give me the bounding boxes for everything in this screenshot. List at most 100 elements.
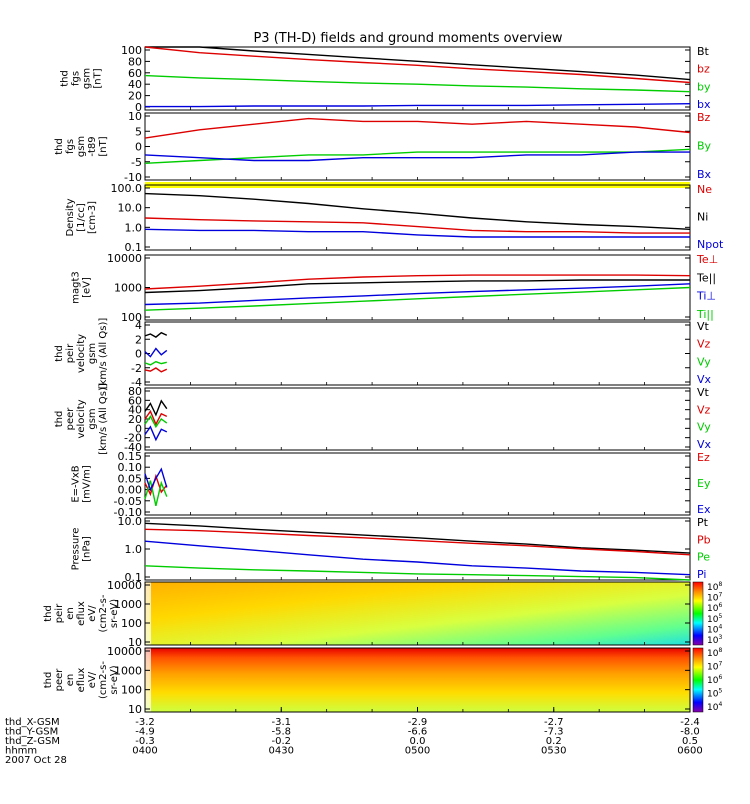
legend-entry: Pt (697, 516, 709, 529)
x-row-label: thd_Z-GSM (5, 736, 60, 747)
legend-entry: Vt (697, 320, 710, 333)
y-tick-label: 0.15 (118, 450, 143, 463)
x-tick-label: -3.2 (135, 717, 155, 728)
spectrogram-peer_en_eflux (145, 648, 690, 712)
series-line-Vt (144, 399, 168, 417)
y-tick-label: -2 (131, 362, 142, 375)
series-line-Ey (144, 480, 168, 506)
colorbar-tick: 106 (707, 674, 722, 686)
legend-entry: Vz (697, 338, 711, 351)
series-line-Pb (144, 528, 691, 556)
x-tick-label: -6.6 (408, 727, 428, 738)
x-tick-label: -4.9 (135, 727, 155, 738)
panel-frame (144, 321, 691, 386)
y-tick-label: 1.0 (125, 221, 143, 234)
y-tick-label: 0 (135, 101, 142, 114)
series-line-By (144, 148, 691, 164)
legend-entry: Pe (697, 551, 710, 564)
series-line-Pt (144, 522, 691, 554)
legend-entry: Npot (697, 238, 724, 251)
legend-entry: Vx (697, 373, 712, 386)
y-tick-label: -40 (124, 441, 142, 454)
x-tick-label: 0.2 (546, 736, 562, 747)
y-tick-label: 10000 (107, 579, 142, 592)
legend-entry: bx (697, 98, 711, 111)
series-line-Vz (144, 409, 168, 426)
y-tick-label: 10000 (107, 645, 142, 658)
legend-entry: Ey (697, 477, 711, 490)
panel-frame (144, 387, 691, 451)
series-line-Bt (145, 46, 691, 81)
y-tick-label: -0.05 (114, 495, 142, 508)
series-line-Npot (144, 228, 690, 238)
x-tick-label: -0.2 (271, 736, 291, 747)
spectrogram-peir_en_eflux (145, 582, 690, 645)
colorbar-tick: 108 (707, 581, 722, 593)
y-tick-label: -10 (124, 171, 142, 184)
legend-entry: Ne (697, 183, 712, 196)
y-tick-label: 100 (121, 44, 142, 57)
y-tick-label: 100.0 (111, 182, 143, 195)
y-tick-label: 10 (128, 636, 142, 649)
y-axis-label: thdpeervelocitygsm[km/s (All Qs)] (54, 383, 109, 455)
x-tick-label: 0430 (269, 746, 294, 757)
series-line-Ni (144, 192, 691, 230)
legend-entry: Bz (697, 111, 711, 124)
y-tick-label: 10 (128, 703, 142, 716)
panel-magt3: 10000 1000 100 magt3[eV] Te⊥ Te|| Ti⊥ Ti|| (71, 252, 719, 324)
y-tick-label: 10.0 (118, 202, 143, 215)
y-tick-label: 40 (128, 78, 142, 91)
y-tick-label: 4 (135, 319, 142, 332)
y-axis-label: Pressure[nPa] (71, 528, 93, 571)
x-tick-label: -2.9 (408, 717, 428, 728)
colorbar-tick: 105 (707, 613, 722, 625)
legend-entry: Ti|| (696, 308, 714, 321)
series-line-Pe (144, 565, 691, 581)
series-line-Ti⊥ (144, 283, 691, 306)
x-row-label: 2007 Oct 28 (5, 755, 67, 766)
colorbar-tick: 104 (707, 623, 722, 635)
series-line-Ne (144, 217, 690, 234)
panel-frame (144, 184, 691, 251)
y-axis-label: E=-VxB[mV/m] (71, 465, 93, 503)
x-tick-label: 0530 (541, 746, 566, 757)
y-tick-label: 60 (128, 67, 142, 80)
legend-entry: Ti⊥ (696, 290, 716, 303)
y-tick-label: 10 (128, 110, 142, 123)
series-line-Ex (144, 467, 168, 492)
y-tick-label: 20 (128, 90, 142, 103)
colorbar-peer_en_eflux (692, 647, 704, 713)
y-tick-label: 1000 (114, 598, 142, 611)
series-line-Te|| (144, 279, 690, 294)
x-tick-label: 0.0 (410, 736, 426, 747)
legend-entry: bz (697, 63, 710, 76)
figure-title: P3 (TH-D) fields and ground moments over… (253, 31, 562, 46)
y-tick-label: -5 (131, 156, 142, 169)
y-tick-label: 20 (128, 413, 142, 426)
series-line-Vz (144, 367, 168, 373)
y-axis-label: Density[1/cc][cm-3] (65, 198, 98, 236)
y-tick-label: -4 (131, 376, 142, 389)
y-tick-label: 80 (128, 55, 142, 68)
colorbar-peir_en_eflux (692, 581, 704, 646)
x-tick-label: 0400 (132, 746, 157, 757)
y-axis-label: thdpeirenefluxeV/(cm2-s-sr-eV) (43, 594, 120, 632)
x-row-label: hhmm (5, 746, 37, 757)
x-tick-label: 0600 (677, 746, 702, 757)
legend-entry: Pb (697, 533, 711, 546)
panel-peir_velocity: 42 0-2-4 thdpeirvelocitygsm[km/s (All Qs)]… (54, 318, 712, 390)
legend-entry: Vz (697, 403, 711, 416)
legend-entry: Vt (697, 386, 710, 399)
series-line-Te⊥ (144, 274, 691, 290)
x-tick-label: -2.4 (680, 717, 700, 728)
panel-density: 100.0 10.0 1.0 0.1 Density[1/cc][cm-3] Ne Ni Np… (65, 182, 724, 254)
y-tick-label: 0.10 (118, 461, 143, 474)
y-tick-label: 100 (121, 311, 142, 324)
y-tick-label: 1000 (114, 282, 142, 295)
y-tick-label: 0.00 (118, 484, 143, 497)
colorbar-tick: 103 (707, 634, 722, 646)
y-tick-label: 0 (135, 141, 142, 154)
y-tick-label: 80 (128, 385, 142, 398)
